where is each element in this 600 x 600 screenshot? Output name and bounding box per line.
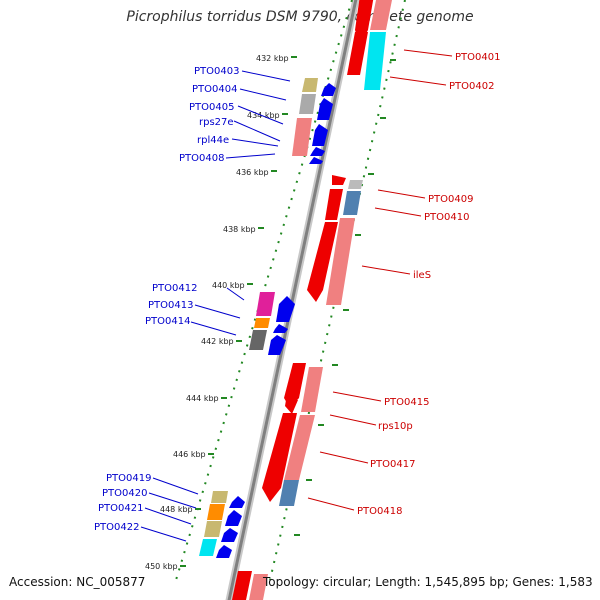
accession-text: Accession: NC_005877 [9, 575, 146, 589]
gene-pto0419-arrow[interactable] [229, 496, 245, 508]
gene-pto0414-box[interactable] [249, 330, 267, 350]
gene-label[interactable]: PTO0420 [102, 488, 147, 499]
gene-pto0404-box[interactable] [299, 94, 316, 114]
gene-label[interactable]: PTO0419 [106, 473, 151, 484]
gene-pto0415-box[interactable] [301, 367, 323, 412]
scale-label: 434 kbp [247, 111, 280, 120]
callout-lines-right [307, 49, 453, 511]
gene-bottom-box[interactable] [249, 574, 268, 600]
gene-label[interactable]: PTO0415 [384, 397, 429, 408]
gene-label[interactable]: PTO0405 [189, 102, 234, 113]
gene-pto0417-box[interactable] [284, 415, 315, 480]
gene-pto0422-box[interactable] [199, 539, 217, 556]
gene-block-bottom [232, 571, 268, 600]
gene-label[interactable]: PTO0403 [194, 66, 239, 77]
gene-pto0403-arrow[interactable] [321, 83, 336, 96]
gene-label[interactable]: PTO0414 [145, 316, 190, 327]
scale-label: 450 kbp [145, 562, 178, 571]
gene-label[interactable]: PTO0404 [192, 84, 237, 95]
scale-label: 438 kbp [223, 225, 256, 234]
gene-label[interactable]: PTO0401 [455, 52, 500, 63]
gene-iles-box[interactable] [326, 218, 355, 305]
gene-pto0415-arrow[interactable] [284, 363, 306, 408]
scale-track-left [175, 0, 353, 581]
gene-pto0402-arrow[interactable] [347, 32, 368, 75]
gene-block-right-1 [307, 175, 363, 305]
gene-label[interactable]: PTO0421 [98, 503, 143, 514]
gene-pto0410-box[interactable] [343, 191, 361, 215]
gene-label[interactable]: rpl44e [197, 135, 229, 146]
genome-backbone [225, 0, 360, 600]
gene-pto0405-box[interactable] [292, 118, 312, 156]
gene-pto0414-arrow[interactable] [268, 335, 286, 355]
gene-pto0421-box[interactable] [204, 521, 222, 537]
gene-rps10p-arrow[interactable] [285, 400, 298, 414]
gene-label[interactable]: PTO0410 [424, 212, 469, 223]
scale-label: 440 kbp [212, 281, 245, 290]
scale-label: 444 kbp [186, 394, 219, 403]
gene-label[interactable]: PTO0402 [449, 81, 494, 92]
gene-label[interactable]: PTO0422 [94, 522, 139, 533]
gene-bottom-arrow[interactable] [232, 571, 252, 600]
gene-rpl44e-arrow[interactable] [309, 157, 323, 164]
gene-pto0413-arrow[interactable] [273, 324, 288, 333]
gene-block-left-3 [199, 491, 245, 558]
gene-block-left-2 [249, 292, 295, 355]
gene-pto0420-arrow[interactable] [225, 510, 242, 526]
gene-pto0402-box[interactable] [364, 32, 386, 90]
scale-label: 442 kbp [201, 337, 234, 346]
gene-pto0403-box[interactable] [302, 78, 318, 92]
gene-pto0405-arrow[interactable] [312, 124, 328, 146]
scale-label: 436 kbp [236, 168, 269, 177]
gene-labels-right: PTO0401 PTO0402 PTO0409 PTO0410 ileS PTO… [357, 52, 500, 517]
gene-block-top [347, 0, 393, 90]
gene-pto0413-box[interactable] [254, 318, 270, 328]
gene-pto0422-arrow[interactable] [216, 545, 232, 558]
gene-label[interactable]: PTO0412 [152, 283, 197, 294]
gene-pto0409-arrow[interactable] [332, 175, 346, 185]
scale-label: 448 kbp [160, 505, 193, 514]
gene-pto0401-box[interactable] [370, 0, 393, 30]
gene-label[interactable]: PTO0418 [357, 506, 402, 517]
gene-pto0412-arrow[interactable] [276, 296, 295, 322]
scale-label: 446 kbp [173, 450, 206, 459]
gene-label[interactable]: ileS [413, 270, 431, 281]
gene-rps27e-arrow[interactable] [310, 147, 325, 156]
scale-labels: 432 kbp 434 kbp 436 kbp 438 kbp 440 kbp … [145, 54, 289, 571]
gene-labels-left: PTO0403 PTO0404 PTO0405 rps27e rpl44e PT… [94, 66, 239, 533]
gene-pto0410-arrow[interactable] [325, 189, 343, 220]
gene-pto0412-box[interactable] [256, 292, 275, 316]
gene-pto0417-arrow[interactable] [262, 413, 297, 502]
scale-label: 432 kbp [256, 54, 289, 63]
gene-label[interactable]: rps10p [378, 421, 413, 432]
gene-block-left-1 [292, 78, 336, 164]
gene-label[interactable]: PTO0417 [370, 459, 415, 470]
gene-pto0420-box[interactable] [207, 504, 225, 520]
gene-label[interactable]: rps27e [199, 117, 234, 128]
gene-pto0421-arrow[interactable] [221, 528, 238, 542]
gene-pto0419-box[interactable] [211, 491, 228, 503]
gene-label[interactable]: PTO0408 [179, 153, 224, 164]
callout-lines-left [140, 70, 291, 542]
gene-pto0404-arrow[interactable] [317, 98, 333, 120]
gene-label[interactable]: PTO0409 [428, 194, 473, 205]
scale-ticks [180, 56, 396, 567]
gene-block-right-2 [262, 363, 323, 506]
gene-pto0418-box[interactable] [279, 480, 299, 506]
gene-pto0409-box[interactable] [348, 180, 363, 189]
gene-label[interactable]: PTO0413 [148, 300, 193, 311]
gene-iles-arrow[interactable] [307, 222, 338, 302]
genome-summary-text: Topology: circular; Length: 1,545,895 bp… [263, 575, 593, 589]
